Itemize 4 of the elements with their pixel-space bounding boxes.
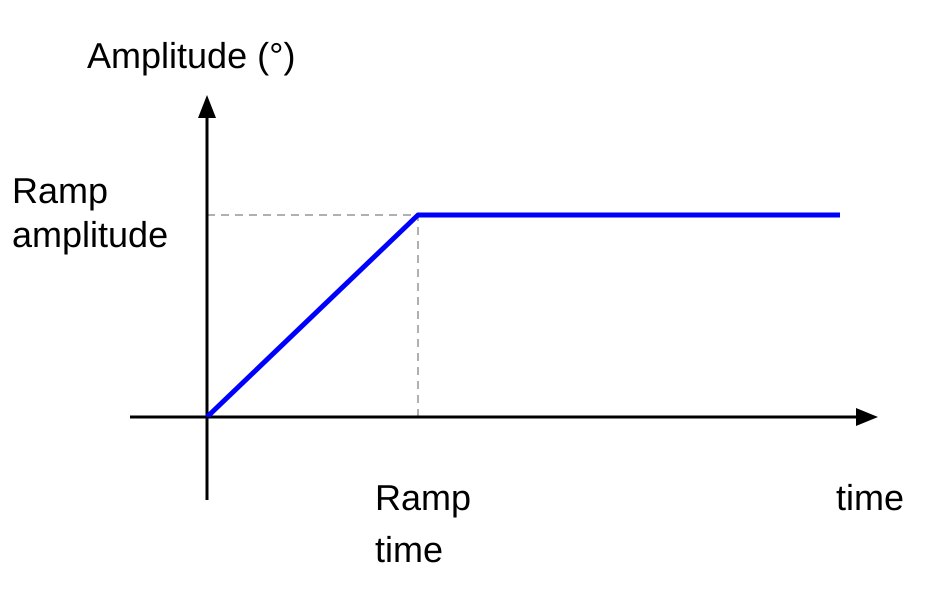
y-axis-title: Amplitude (°)	[87, 34, 296, 76]
ref-line-label: Ramp amplitude	[12, 170, 168, 255]
text: Ramp time	[375, 476, 472, 570]
x-axis-title: time	[836, 476, 904, 518]
